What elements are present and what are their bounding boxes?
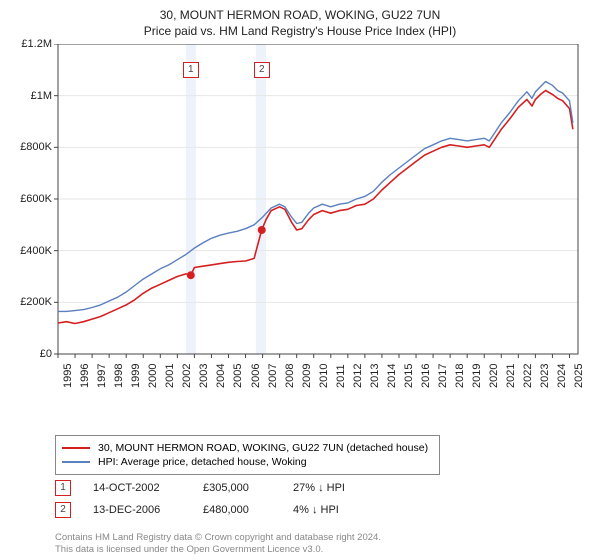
transaction-price: £480,000	[203, 504, 293, 516]
transaction-row: 2 13-DEC-2006 £480,000 4% ↓ HPI	[55, 502, 383, 518]
legend-label-price-paid: 30, MOUNT HERMON ROAD, WOKING, GU22 7UN …	[98, 442, 428, 454]
xtick-label: 2019	[471, 364, 483, 388]
footer-line1: Contains HM Land Registry data © Crown c…	[55, 532, 381, 544]
title-subtitle: Price paid vs. HM Land Registry's House …	[10, 24, 590, 38]
legend-swatch-price-paid	[62, 447, 90, 449]
xtick-label: 1999	[130, 364, 142, 388]
sale-marker-badge: 2	[254, 62, 270, 78]
legend-swatch-hpi	[62, 461, 90, 463]
xtick-label: 2016	[420, 364, 432, 388]
xtick-label: 2015	[403, 364, 415, 388]
xtick-label: 2017	[437, 364, 449, 388]
chart-svg	[10, 44, 586, 404]
xtick-label: 2006	[250, 364, 262, 388]
ytick-label: £800K	[10, 141, 52, 153]
footer: Contains HM Land Registry data © Crown c…	[55, 532, 381, 556]
chart-container: 30, MOUNT HERMON ROAD, WOKING, GU22 7UN …	[0, 0, 600, 560]
xtick-label: 1996	[79, 364, 91, 388]
xtick-label: 2020	[488, 364, 500, 388]
ytick-label: £200K	[10, 296, 52, 308]
transaction-diff: 27% ↓ HPI	[293, 482, 383, 494]
legend-row-price-paid: 30, MOUNT HERMON ROAD, WOKING, GU22 7UN …	[62, 442, 433, 454]
title-address: 30, MOUNT HERMON ROAD, WOKING, GU22 7UN	[10, 8, 590, 22]
legend-label-hpi: HPI: Average price, detached house, Woki…	[98, 456, 307, 468]
legend-row-hpi: HPI: Average price, detached house, Woki…	[62, 456, 433, 468]
ytick-label: £0	[10, 348, 52, 360]
ytick-label: £1.2M	[10, 38, 52, 50]
xtick-label: 2000	[147, 364, 159, 388]
xtick-label: 2005	[232, 364, 244, 388]
transaction-badge: 1	[55, 480, 71, 496]
xtick-label: 2001	[164, 364, 176, 388]
sale-marker-badge: 1	[183, 62, 199, 78]
legend: 30, MOUNT HERMON ROAD, WOKING, GU22 7UN …	[55, 435, 440, 475]
ytick-label: £1M	[10, 90, 52, 102]
transaction-row: 1 14-OCT-2002 £305,000 27% ↓ HPI	[55, 480, 383, 496]
xtick-label: 2014	[386, 364, 398, 388]
xtick-label: 2004	[215, 364, 227, 388]
xtick-label: 2011	[335, 364, 347, 388]
transaction-badge: 2	[55, 502, 71, 518]
transaction-price: £305,000	[203, 482, 293, 494]
xtick-label: 2007	[267, 364, 279, 388]
transaction-date: 14-OCT-2002	[93, 482, 203, 494]
ytick-label: £600K	[10, 193, 52, 205]
xtick-label: 2010	[318, 364, 330, 388]
xtick-label: 2022	[522, 364, 534, 388]
xtick-label: 2002	[181, 364, 193, 388]
xtick-label: 2023	[539, 364, 551, 388]
footer-line2: This data is licensed under the Open Gov…	[55, 544, 381, 556]
transaction-diff: 4% ↓ HPI	[293, 504, 383, 516]
xtick-label: 2024	[556, 364, 568, 388]
ytick-label: £400K	[10, 245, 52, 257]
xtick-label: 2009	[301, 364, 313, 388]
chart-area: £0£200K£400K£600K£800K£1M£1.2M1995199619…	[10, 44, 586, 404]
title-block: 30, MOUNT HERMON ROAD, WOKING, GU22 7UN …	[10, 8, 590, 38]
xtick-label: 2008	[284, 364, 296, 388]
xtick-label: 2018	[454, 364, 466, 388]
xtick-label: 2012	[352, 364, 364, 388]
xtick-label: 2013	[369, 364, 381, 388]
xtick-label: 1995	[62, 364, 74, 388]
xtick-label: 2003	[198, 364, 210, 388]
transaction-date: 13-DEC-2006	[93, 504, 203, 516]
xtick-label: 1997	[96, 364, 108, 388]
xtick-label: 2021	[505, 364, 517, 388]
xtick-label: 1998	[113, 364, 125, 388]
xtick-label: 2025	[573, 364, 585, 388]
